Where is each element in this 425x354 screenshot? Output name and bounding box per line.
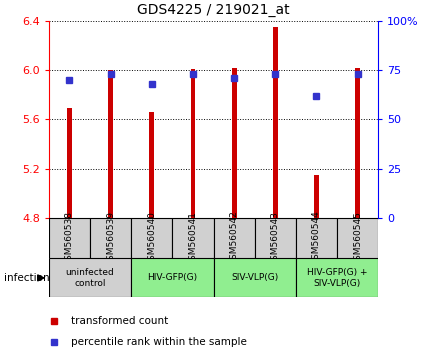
Text: GSM560542: GSM560542 [230,211,239,266]
FancyBboxPatch shape [296,218,337,258]
Text: SIV-VLP(G): SIV-VLP(G) [231,273,278,282]
FancyBboxPatch shape [173,218,213,258]
Text: GSM560538: GSM560538 [65,211,74,266]
FancyBboxPatch shape [90,218,131,258]
Text: GSM560544: GSM560544 [312,211,321,266]
Text: percentile rank within the sample: percentile rank within the sample [71,337,247,348]
FancyBboxPatch shape [131,218,173,258]
Text: HIV-GFP(G): HIV-GFP(G) [147,273,198,282]
Text: infection: infection [4,273,50,283]
Text: uninfected
control: uninfected control [66,268,114,287]
FancyBboxPatch shape [49,258,131,297]
FancyBboxPatch shape [255,218,296,258]
Text: GSM560540: GSM560540 [147,211,156,266]
Text: GSM560539: GSM560539 [106,211,115,266]
Text: HIV-GFP(G) +
SIV-VLP(G): HIV-GFP(G) + SIV-VLP(G) [307,268,367,287]
Text: GSM560543: GSM560543 [271,211,280,266]
Title: GDS4225 / 219021_at: GDS4225 / 219021_at [137,4,290,17]
Bar [190,69,196,218]
Bar [108,70,113,218]
FancyBboxPatch shape [131,258,213,297]
Text: GSM560541: GSM560541 [188,211,198,266]
Text: transformed count: transformed count [71,316,169,326]
FancyBboxPatch shape [213,258,296,297]
FancyBboxPatch shape [49,218,90,258]
Bar [232,68,237,218]
Bar [314,175,319,218]
FancyBboxPatch shape [337,218,378,258]
Bar [355,68,360,218]
FancyBboxPatch shape [296,258,378,297]
Bar [149,112,154,218]
Bar [273,27,278,218]
Text: GSM560545: GSM560545 [353,211,362,266]
FancyBboxPatch shape [213,218,255,258]
Bar [67,108,72,218]
